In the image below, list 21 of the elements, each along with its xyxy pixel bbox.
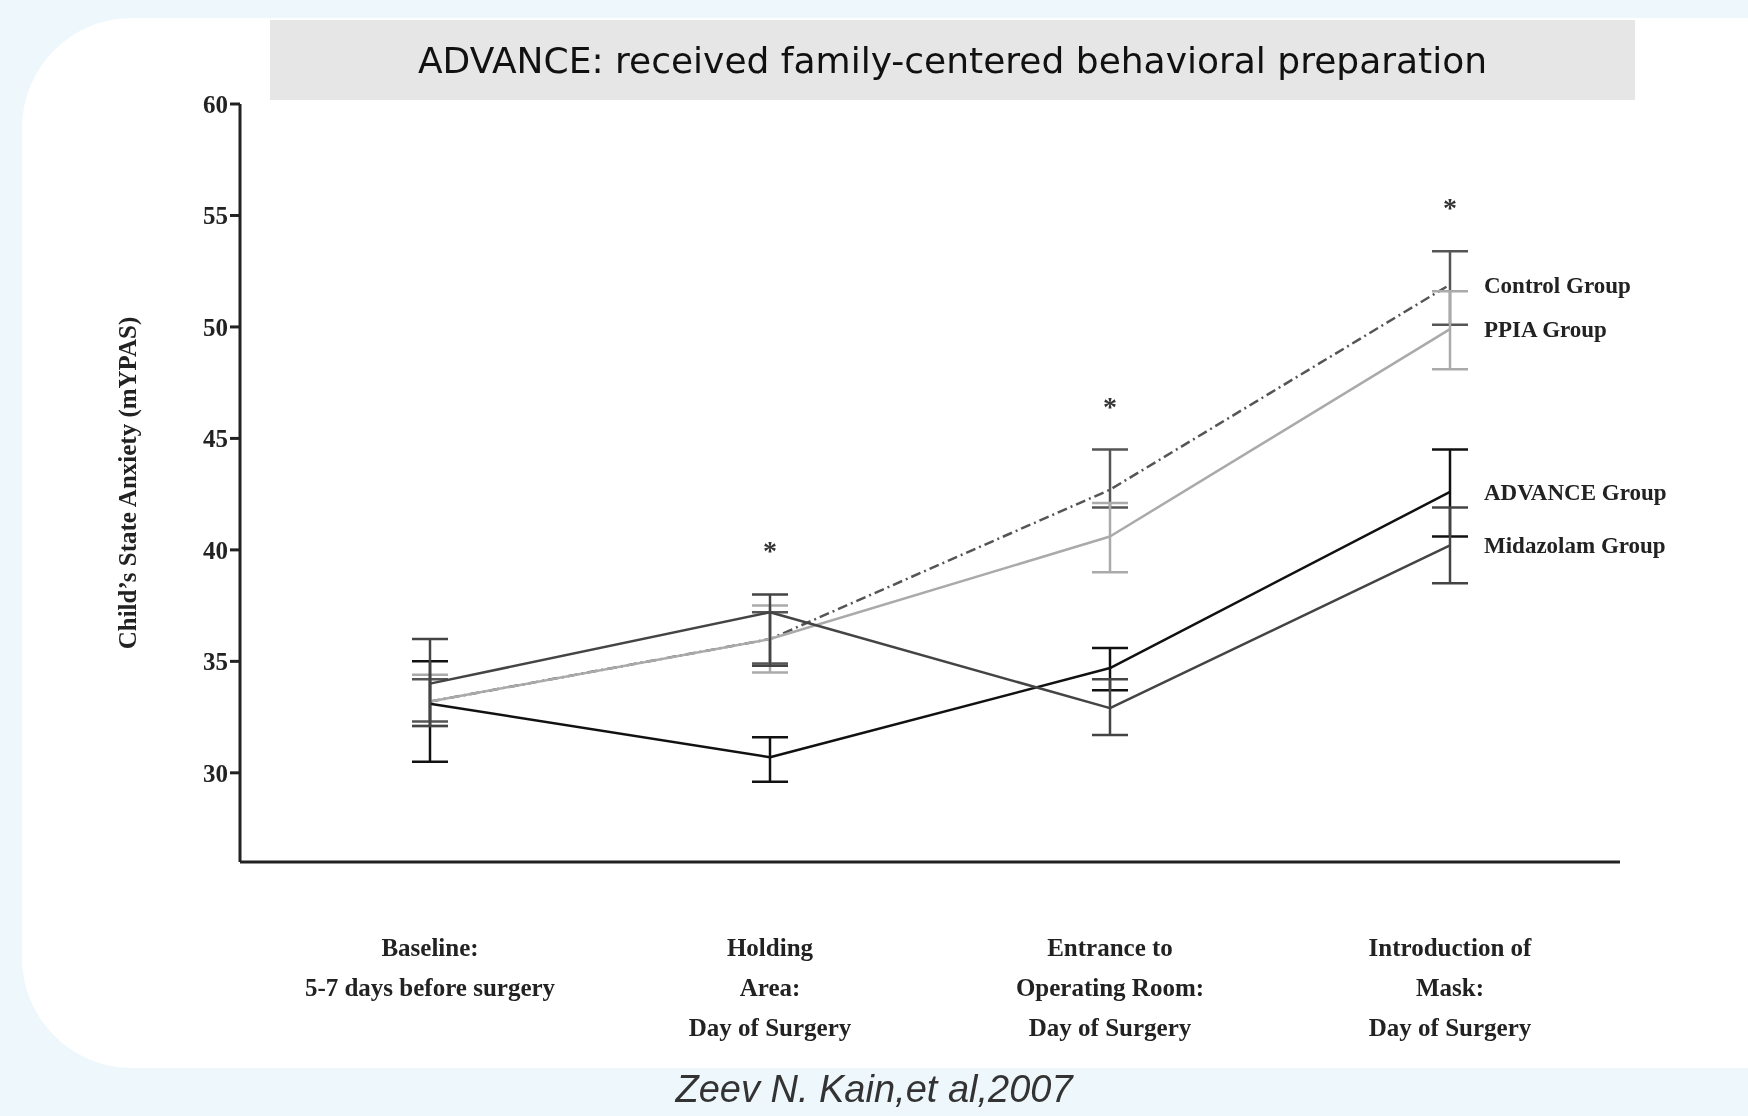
series-label: PPIA Group <box>1484 317 1607 343</box>
annotation: * <box>763 535 777 567</box>
x-tick-label: Introduction of Mask: Day of Surgery <box>1368 934 1533 1041</box>
series-label: ADVANCE Group <box>1484 479 1667 505</box>
y-tick-label: 35 <box>203 648 228 676</box>
y-tick-label: 45 <box>203 425 228 453</box>
x-tick-label: Entrance to Operating Room: Day of Surgery <box>1015 934 1205 1041</box>
y-tick-label: 50 <box>203 313 228 341</box>
chart-title: ADVANCE: received family-centered behavioral preparation <box>270 20 1635 100</box>
y-tick-label: 30 <box>203 759 228 787</box>
y-tick-label: 55 <box>203 202 228 230</box>
x-tick-label: Holding Area: Day of Surgery <box>688 934 852 1041</box>
x-tick-label: Baseline: 5-7 days before surgery <box>304 934 556 1001</box>
y-tick-label: 60 <box>203 90 228 118</box>
annotation: * <box>1443 192 1457 224</box>
text: Zeev N. Kain,et al,2007 <box>673 1068 1075 1111</box>
y-tick-label: 40 <box>203 536 228 564</box>
series-label: Control Group <box>1484 272 1631 298</box>
annotation: * <box>1103 390 1117 422</box>
series-label: Midazolam Group <box>1484 533 1666 559</box>
y-axis-title: Child’s State Anxiety (mYPAS) <box>113 316 142 650</box>
